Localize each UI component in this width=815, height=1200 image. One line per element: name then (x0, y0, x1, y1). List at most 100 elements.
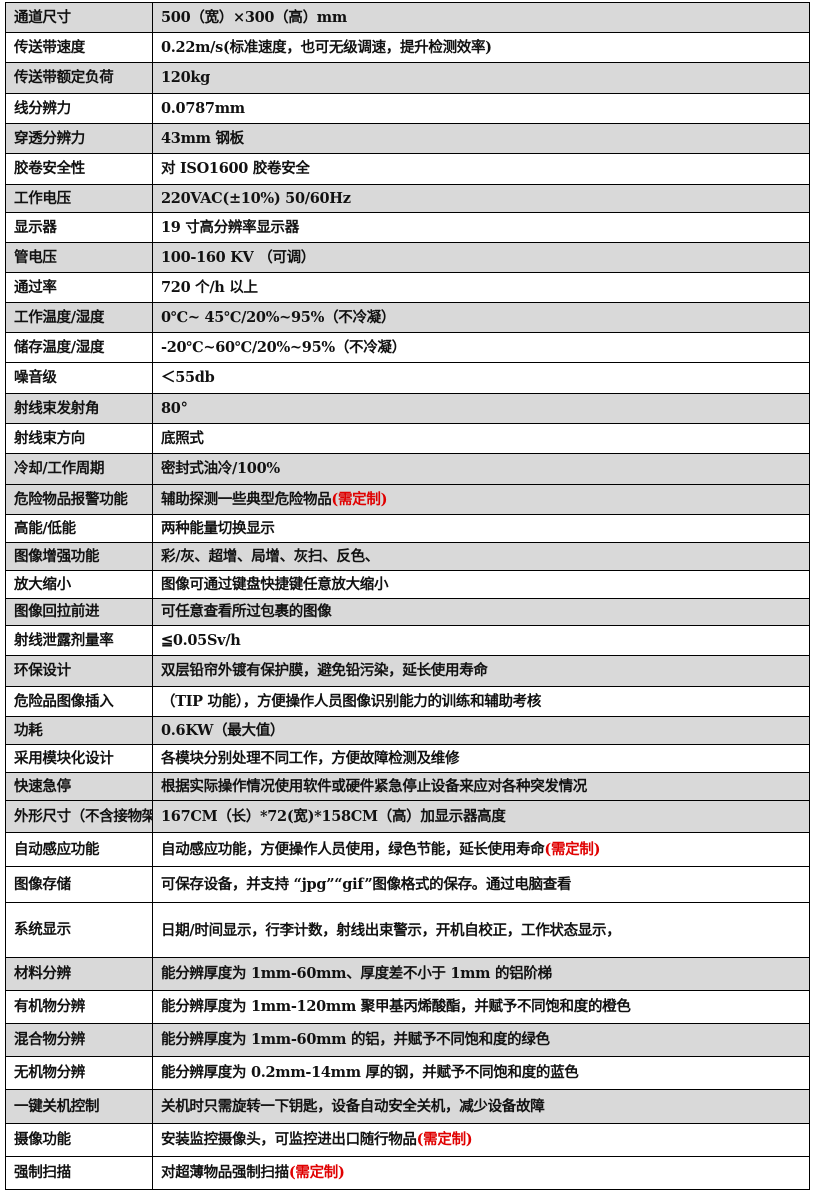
spec-value: 能分辨厚度为 1mm-60mm、厚度差不小于 1mm 的铝阶梯 (161, 965, 552, 982)
spec-label: 噪音级 (5, 362, 153, 394)
table-row: 通道尺寸 500（宽）×300（高）mm (5, 2, 810, 33)
spec-value-cell: 100-160 KV （可调） (152, 242, 810, 273)
spec-value-cell: 底照式 (152, 423, 810, 454)
spec-value-cell: 能分辨厚度为 0.2mm-14mm 厚的钢，并赋予不同饱和度的蓝色 (152, 1056, 810, 1090)
spec-value-cell: 720 个/h 以上 (152, 272, 810, 303)
spec-value: 两种能量切换显示 (161, 519, 275, 537)
spec-label: 有机物分辨 (5, 990, 153, 1024)
spec-value: 能分辨厚度为 1mm-120mm 聚甲基丙烯酸酯，并赋予不同饱和度的橙色 (161, 998, 631, 1015)
spec-value: 100-160 KV （可调） (161, 248, 316, 266)
spec-table: 通道尺寸 500（宽）×300（高）mm 传送带速度 0.22m/s(标准速度，也可无… (5, 2, 810, 1190)
spec-label: 射线束方向 (5, 423, 153, 454)
spec-value: 彩/灰、超增、局增、灰扫、反色、 (161, 547, 379, 565)
spec-label: 穿透分辨力 (5, 123, 153, 154)
spec-label: 功耗 (5, 716, 153, 745)
spec-value-cell: ＜55db (152, 362, 810, 394)
custom-order-note: (需定制) (544, 840, 601, 858)
table-row: 图像回拉前进 可任意查看所过包裹的图像 (5, 598, 810, 626)
spec-value: 43mm 钢板 (161, 129, 244, 147)
table-row: 放大缩小 图像可通过键盘快捷键任意放大缩小 (5, 570, 810, 599)
table-row: 摄像功能 安装监控摄像头，可监控进出口随行物品(需定制) (5, 1123, 810, 1157)
table-row: 储存温度/湿度 -20℃~60℃/20%~95%（不冷凝） (5, 332, 810, 363)
spec-value-cell: 双层铅帘外镀有保护膜，避免铅污染，延长使用寿命 (152, 655, 810, 687)
table-row: 穿透分辨力 43mm 钢板 (5, 123, 810, 154)
spec-value-cell: （TIP 功能），方便操作人员图像识别能力的训练和辅助考核 (152, 686, 810, 717)
spec-label: 外形尺寸（不含接物架） (5, 800, 153, 833)
custom-order-note: (需定制) (416, 1131, 473, 1148)
spec-value: 0.6KW（最大值） (161, 721, 285, 739)
spec-value: 220VAC(±10%) 50/60Hz (161, 189, 351, 207)
spec-value: （TIP 功能），方便操作人员图像识别能力的训练和辅助考核 (161, 692, 542, 710)
spec-value-cell: 80° (152, 393, 810, 424)
spec-label: 强制扫描 (5, 1156, 153, 1190)
spec-value: 双层铅帘外镀有保护膜，避免铅污染，延长使用寿命 (161, 662, 488, 679)
spec-value-cell: 500（宽）×300（高）mm (152, 2, 810, 33)
spec-value: 500（宽）×300（高）mm (161, 8, 347, 26)
spec-label: 系统显示 (5, 902, 153, 958)
spec-label: 射线泄露剂量率 (5, 625, 153, 656)
spec-value-cell: 0.6KW（最大值） (152, 716, 810, 745)
spec-value-cell: 43mm 钢板 (152, 123, 810, 154)
spec-value: 对超薄物品强制扫描 (161, 1164, 289, 1181)
spec-value-cell: 可任意查看所过包裹的图像 (152, 598, 810, 626)
custom-order-note: (需定制) (331, 490, 388, 508)
table-row: 噪音级 ＜55db (5, 362, 810, 394)
spec-value-cell: 各模块分别处理不同工作，方便故障检测及维修 (152, 744, 810, 773)
table-row: 胶卷安全性对 ISO1600 胶卷安全 (5, 153, 810, 185)
spec-value: 关机时只需旋转一下钥匙，设备自动安全关机，减少设备故障 (161, 1097, 545, 1115)
spec-label: 采用模块化设计 (5, 744, 153, 773)
spec-value-cell: 120kg (152, 62, 810, 94)
spec-label: 一键关机控制 (5, 1089, 153, 1124)
spec-label: 图像回拉前进 (5, 598, 153, 626)
table-row: 无机物分辨 能分辨厚度为 0.2mm-14mm 厚的钢，并赋予不同饱和度的蓝色 (5, 1056, 810, 1090)
spec-value: 底照式 (161, 429, 204, 447)
spec-label: 危险物品报警功能 (5, 484, 153, 515)
spec-label: 通过率 (5, 272, 153, 303)
spec-value: ≦0.05Sv/h (161, 631, 241, 649)
spec-value-cell: ≦0.05Sv/h (152, 625, 810, 656)
table-row: 危险品图像插入 （TIP 功能），方便操作人员图像识别能力的训练和辅助考核 (5, 686, 810, 717)
table-row: 通过率 720 个/h 以上 (5, 272, 810, 303)
spec-value: 安装监控摄像头，可监控进出口随行物品 (161, 1131, 417, 1148)
spec-label: 摄像功能 (5, 1123, 153, 1157)
spec-value-cell: 对超薄物品强制扫描(需定制) (152, 1156, 810, 1190)
spec-value-cell: -20℃~60℃/20%~95%（不冷凝） (152, 332, 810, 363)
table-row: 危险物品报警功能 辅助探测一些典型危险物品(需定制) (5, 484, 810, 515)
table-row: 工作温度/湿度 0℃~ 45℃/20%~95%（不冷凝） (5, 302, 810, 333)
spec-value-cell: 能分辨厚度为 1mm-120mm 聚甲基丙烯酸酯，并赋予不同饱和度的橙色 (152, 990, 810, 1024)
spec-value: 19 寸高分辨率显示器 (161, 218, 299, 236)
spec-value: 各模块分别处理不同工作，方便故障检测及维修 (161, 749, 460, 767)
spec-value-cell: 彩/灰、超增、局增、灰扫、反色、 (152, 542, 810, 571)
spec-value-cell: 0.22m/s(标准速度，也可无级调速，提升检测效率) (152, 32, 810, 63)
table-row: 采用模块化设计 各模块分别处理不同工作，方便故障检测及维修 (5, 744, 810, 773)
spec-value-cell: 辅助探测一些典型危险物品(需定制) (152, 484, 810, 515)
spec-label: 管电压 (5, 242, 153, 273)
table-row: 一键关机控制 关机时只需旋转一下钥匙，设备自动安全关机，减少设备故障 (5, 1089, 810, 1124)
spec-value-cell: 安装监控摄像头，可监控进出口随行物品(需定制) (152, 1123, 810, 1157)
spec-value: 可任意查看所过包裹的图像 (161, 603, 332, 620)
spec-value-cell: 对 ISO1600 胶卷安全 (152, 153, 810, 185)
spec-value-cell: 日期/时间显示，行李计数，射线出束警示，开机自校正，工作状态显示， (152, 902, 810, 958)
table-row: 系统显示 日期/时间显示，行李计数，射线出束警示，开机自校正，工作状态显示， (5, 902, 810, 958)
spec-label: 高能/低能 (5, 514, 153, 543)
spec-value-cell: 根据实际操作情况使用软件或硬件紧急停止设备来应对各种突发情况 (152, 772, 810, 801)
spec-label: 材料分辨 (5, 957, 153, 991)
spec-value: 能分辨厚度为 0.2mm-14mm 厚的钢，并赋予不同饱和度的蓝色 (161, 1064, 579, 1081)
table-row: 强制扫描 对超薄物品强制扫描(需定制) (5, 1156, 810, 1190)
spec-value-cell: 密封式油冷/100% (152, 453, 810, 485)
table-row: 自动感应功能 自动感应功能，方便操作人员使用，绿色节能，延长使用寿命(需定制) (5, 832, 810, 867)
spec-value-cell: 0℃~ 45℃/20%~95%（不冷凝） (152, 302, 810, 333)
spec-label: 储存温度/湿度 (5, 332, 153, 363)
spec-label: 无机物分辨 (5, 1056, 153, 1090)
spec-value-cell: 220VAC(±10%) 50/60Hz (152, 184, 810, 213)
table-row: 快速急停 根据实际操作情况使用软件或硬件紧急停止设备来应对各种突发情况 (5, 772, 810, 801)
spec-label: 通道尺寸 (5, 2, 153, 33)
spec-value: 720 个/h 以上 (161, 278, 258, 296)
spec-value: 120kg (161, 69, 210, 86)
spec-label: 危险品图像插入 (5, 686, 153, 717)
table-row: 混合物分辨 能分辨厚度为 1mm-60mm 的铝，并赋予不同饱和度的绿色 (5, 1023, 810, 1057)
spec-label: 快速急停 (5, 772, 153, 801)
spec-value: 0.22m/s(标准速度，也可无级调速，提升检测效率) (161, 38, 492, 56)
spec-value-cell: 19 寸高分辨率显示器 (152, 212, 810, 243)
table-row: 射线泄露剂量率 ≦0.05Sv/h (5, 625, 810, 656)
